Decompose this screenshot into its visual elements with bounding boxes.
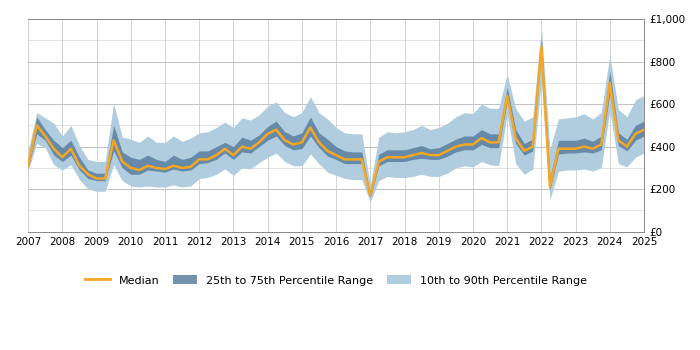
Median	[229, 153, 237, 157]
Legend: Median, 25th to 75th Percentile Range, 10th to 90th Percentile Range: Median, 25th to 75th Percentile Range, 1…	[81, 271, 592, 290]
Line: Median: Median	[28, 47, 644, 196]
Median	[332, 153, 340, 157]
Median	[161, 167, 169, 171]
Median	[24, 164, 32, 168]
Median	[366, 194, 375, 198]
Median	[597, 142, 606, 147]
Median	[571, 147, 580, 151]
Median	[537, 44, 545, 49]
Median	[640, 127, 648, 132]
Median	[554, 147, 563, 151]
